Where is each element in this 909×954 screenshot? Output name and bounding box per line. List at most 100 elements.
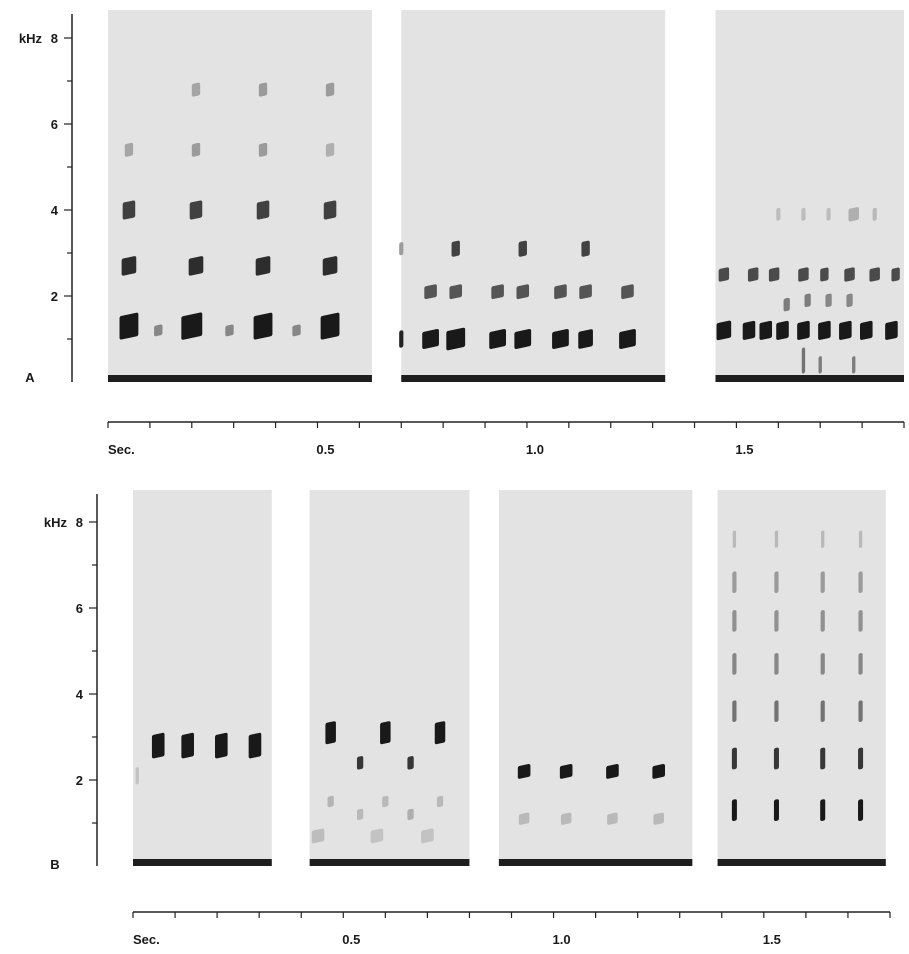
syllable-mark (774, 700, 779, 723)
panel-label: B (50, 857, 59, 872)
syllable-mark (607, 812, 618, 825)
syllable-mark (858, 530, 863, 548)
syllable-mark (258, 82, 268, 97)
syllable-mark (860, 320, 873, 340)
syllable-mark (154, 324, 163, 337)
syllable-mark (872, 207, 877, 221)
syllable-mark (311, 828, 325, 844)
y-tick-label: 2 (51, 289, 58, 304)
syllable-mark (399, 242, 404, 256)
syllable-mark (732, 530, 737, 548)
syllable-mark (801, 207, 806, 221)
y-tick-label: 8 (76, 515, 83, 530)
syllable-mark (858, 653, 863, 675)
syllable-mark (489, 328, 506, 350)
syllable-mark (804, 293, 811, 308)
syllable-mark (797, 320, 810, 340)
panel-label: A (25, 370, 35, 385)
syllable-mark (135, 767, 139, 785)
syllable-mark (776, 207, 781, 221)
y-tick-label: 8 (51, 31, 58, 46)
syllable-mark (858, 747, 864, 770)
syllable-mark (121, 256, 137, 276)
spectrogram-background (717, 490, 886, 866)
syllable-mark (407, 808, 414, 821)
syllable-mark (818, 356, 822, 374)
syllable-mark (783, 297, 790, 312)
syllable-mark (325, 142, 335, 157)
syllable-mark (436, 795, 444, 808)
syllable-mark (356, 808, 364, 821)
spectrogram-segment (309, 490, 470, 866)
syllable-mark (848, 207, 859, 222)
y-tick-label: 6 (76, 601, 83, 616)
syllable-mark (449, 284, 463, 300)
syllable-mark (852, 356, 856, 374)
spectrogram-baseline-band (717, 859, 886, 866)
syllable-mark (826, 207, 831, 221)
syllable-mark (424, 284, 437, 300)
syllable-mark (253, 312, 273, 340)
syllable-mark (768, 267, 780, 282)
syllable-mark (255, 256, 271, 276)
syllable-mark (885, 320, 898, 340)
x-tick-label: 1.5 (763, 932, 781, 947)
spectrogram-background (309, 490, 470, 866)
syllable-mark (560, 812, 572, 825)
syllable-mark (407, 756, 414, 770)
syllable-mark (181, 312, 203, 340)
syllable-mark (801, 347, 806, 374)
syllable-mark (323, 200, 337, 220)
x-tick-label: 0.5 (316, 442, 334, 457)
spectrogram-background (715, 10, 904, 382)
syllable-mark (559, 763, 573, 779)
syllable-mark (818, 320, 831, 340)
spectrogram-baseline-band (133, 859, 272, 866)
syllable-mark (256, 200, 270, 220)
syllable-mark (858, 571, 863, 594)
syllable-mark (619, 328, 636, 350)
syllable-mark (821, 530, 825, 548)
syllable-mark (119, 312, 139, 340)
spectrogram-background (133, 490, 272, 866)
syllable-mark (518, 812, 530, 825)
syllable-mark (839, 320, 852, 340)
syllable-mark (325, 721, 336, 745)
syllable-mark (820, 799, 826, 822)
spectrogram-segment (399, 10, 666, 382)
syllable-mark (820, 571, 825, 594)
y-tick-label: 6 (51, 117, 58, 132)
syllable-mark (151, 732, 165, 759)
syllable-mark (732, 653, 737, 675)
syllable-mark (776, 320, 789, 340)
syllable-mark (516, 284, 530, 300)
syllable-mark (844, 267, 855, 282)
syllable-mark (356, 756, 364, 770)
x-tick-label: 0.5 (342, 932, 360, 947)
syllable-mark (191, 82, 201, 97)
x-tick-label: 1.0 (553, 932, 571, 947)
syllable-mark (869, 267, 880, 282)
syllable-mark (820, 653, 825, 675)
spectrogram-segment (133, 490, 272, 866)
spectrogram-segment (715, 10, 904, 382)
syllable-mark (759, 320, 773, 340)
syllable-mark (491, 284, 504, 300)
syllable-mark (446, 327, 466, 351)
syllable-mark (188, 256, 204, 276)
syllable-mark (653, 812, 664, 825)
syllable-mark (858, 610, 863, 632)
syllable-mark (434, 721, 446, 745)
spectrogram-baseline-band (715, 375, 904, 382)
y-tick-label: 4 (51, 203, 59, 218)
syllable-mark (189, 200, 203, 220)
y-tick-label: 2 (76, 773, 83, 788)
syllable-mark (578, 329, 593, 349)
syllable-mark (554, 284, 567, 300)
spectrogram-background (401, 10, 666, 382)
syllable-mark (742, 320, 756, 340)
x-tick-label: 1.0 (526, 442, 544, 457)
syllable-mark (181, 732, 194, 759)
syllable-mark (774, 530, 779, 548)
